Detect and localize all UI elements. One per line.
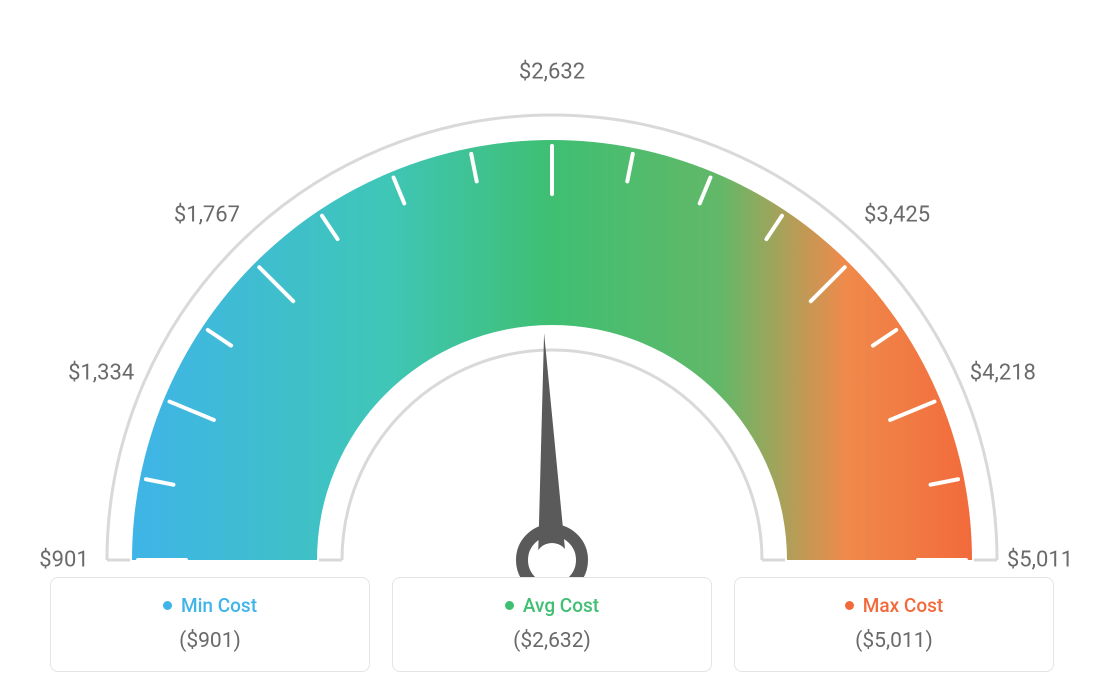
legend-title-min: Min Cost (163, 594, 257, 617)
legend-card-max: Max Cost ($5,011) (734, 577, 1054, 672)
gauge-tick-label: $1,334 (68, 361, 134, 386)
legend-card-min: Min Cost ($901) (50, 577, 370, 672)
legend-row: Min Cost ($901) Avg Cost ($2,632) Max Co… (0, 577, 1104, 672)
legend-dot-avg (505, 601, 514, 610)
gauge-chart: $901$1,334$1,767$2,632$3,425$4,218$5,011 (0, 0, 1104, 560)
gauge-tick-label: $1,767 (174, 202, 240, 227)
legend-value-max: ($5,011) (745, 629, 1043, 653)
legend-label-max: Max Cost (863, 594, 943, 617)
legend-dot-min (163, 601, 172, 610)
gauge-tick-label: $901 (39, 548, 88, 573)
gauge-tick-label: $4,218 (970, 361, 1036, 386)
legend-value-avg: ($2,632) (403, 629, 701, 653)
legend-title-avg: Avg Cost (505, 594, 599, 617)
gauge-tick-label: $5,011 (1007, 548, 1073, 573)
legend-value-min: ($901) (61, 629, 359, 653)
legend-dot-max (845, 601, 854, 610)
legend-title-max: Max Cost (845, 594, 943, 617)
gauge-tick-label: $3,425 (864, 202, 930, 227)
legend-label-min: Min Cost (181, 594, 257, 617)
legend-card-avg: Avg Cost ($2,632) (392, 577, 712, 672)
gauge-tick-label: $2,632 (519, 60, 585, 85)
legend-label-avg: Avg Cost (523, 594, 599, 617)
gauge-svg (0, 40, 1104, 600)
